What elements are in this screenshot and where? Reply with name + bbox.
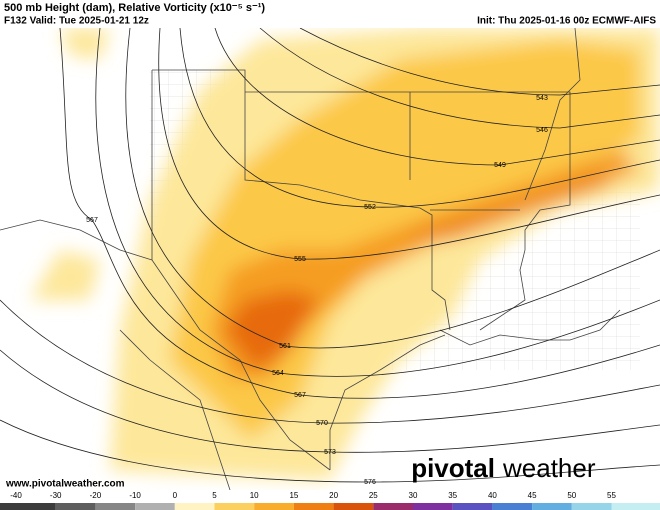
colorbar-tick-label: -40 [10, 491, 22, 500]
colorbar-tick-label: 25 [369, 491, 378, 500]
colorbar-segment [174, 503, 215, 510]
contour-labels: 543 546 549 552 555 561 564 567 567 570 … [86, 95, 548, 486]
contour-label: 546 [536, 127, 548, 134]
colorbar-segment [373, 503, 413, 510]
colorbar-tick-label: 15 [289, 491, 298, 500]
colorbar-tick-label: 55 [607, 491, 616, 500]
colorbar-segment [492, 503, 533, 510]
borders [0, 27, 621, 491]
colorbar-tick-label: 30 [409, 491, 418, 500]
contour-label: 564 [272, 370, 284, 377]
contour-label: 567 [294, 392, 306, 399]
colorbar-segment [254, 503, 294, 510]
colorbar-segment [293, 503, 334, 510]
contour-label: 549 [494, 162, 506, 169]
map-area: 543 546 549 552 555 561 564 567 567 570 … [0, 27, 660, 491]
site-url: www.pivotalweather.com [5, 479, 125, 490]
colorbar-segment [55, 503, 96, 510]
logo: pivotal [411, 453, 495, 483]
vorticity-fill [30, 28, 660, 480]
colorbar-tick-label: 40 [488, 491, 497, 500]
contour-label: 543 [536, 95, 548, 102]
colorbar-segment [333, 503, 374, 510]
colorbar-segment [452, 503, 493, 510]
contour-label: 576 [364, 479, 376, 486]
colorbar-tick-label: -30 [50, 491, 62, 500]
map-title: 500 mb Height (dam), Relative Vorticity … [4, 2, 265, 14]
colorbar-tick-label: 50 [567, 491, 576, 500]
colorbar: -40 -30 -20 -10 0 5 10 15 20 25 30 35 40 45 50 55 [0, 491, 660, 510]
valid-time: F132 Valid: Tue 2025-01-21 12z [4, 16, 149, 27]
colorbar-tick-label: 45 [528, 491, 537, 500]
colorbar-tick-label: -10 [129, 491, 141, 500]
colorbar-tick-label: 0 [173, 491, 178, 500]
init-time: Init: Thu 2025-01-16 00z ECMWF-AIFS [477, 16, 656, 27]
height-contours [0, 27, 660, 483]
colorbar-tick-label: 5 [212, 491, 217, 500]
colorbar-segment [214, 503, 255, 510]
colorbar-segment [571, 503, 612, 510]
colorbar-tick-label: 20 [329, 491, 338, 500]
colorbar-segment [413, 503, 453, 510]
contour-label: 573 [324, 449, 336, 456]
contour-label: 567 [86, 217, 98, 224]
contour-label: 552 [364, 204, 376, 211]
colorbar-segment [0, 503, 56, 510]
colorbar-tick-label: 10 [250, 491, 259, 500]
logo: weather [502, 453, 596, 483]
colorbar-segment [611, 503, 660, 510]
colorbar-segment [532, 503, 572, 510]
header-band [0, 0, 660, 28]
contour-label: 555 [294, 256, 306, 263]
contour-label: 570 [316, 420, 328, 427]
colorbar-segment [135, 503, 175, 510]
colorbar-tick-label: 35 [448, 491, 457, 500]
colorbar-segment [95, 503, 136, 510]
contour-label: 561 [279, 343, 291, 350]
colorbar-tick-label: -20 [90, 491, 102, 500]
